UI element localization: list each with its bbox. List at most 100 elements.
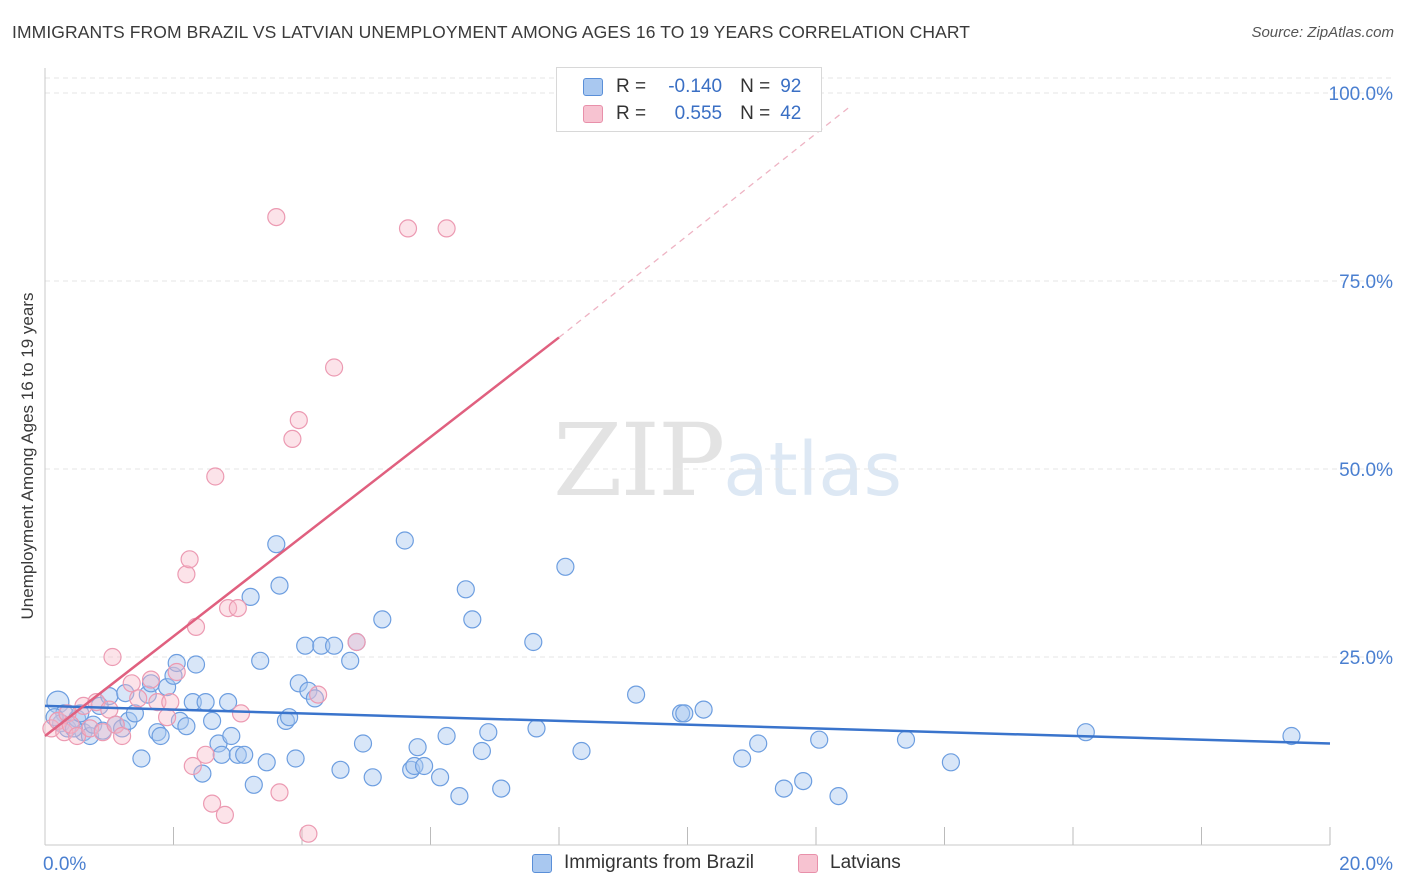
- x-tick-label: 0.0%: [43, 854, 86, 875]
- series-swatch-latvians: [798, 853, 818, 873]
- brazil-point: [408, 738, 427, 757]
- brazil-point: [527, 719, 546, 738]
- brazil-point: [794, 771, 813, 791]
- latvian-point: [228, 598, 247, 618]
- brazil-point: [431, 768, 450, 787]
- latvian-point: [267, 208, 286, 227]
- y-tick-label: 75.0%: [1339, 272, 1393, 293]
- latvian-point: [219, 598, 238, 618]
- brazil-point: [415, 756, 434, 776]
- brazil-point: [280, 708, 299, 727]
- chart-title: IMMIGRANTS FROM BRAZIL VS LATVIAN UNEMPL…: [12, 22, 971, 42]
- y-tick-label: 50.0%: [1339, 460, 1393, 481]
- brazil-point: [405, 756, 424, 776]
- latvian-point: [215, 805, 234, 825]
- latvian-point: [106, 715, 125, 734]
- legend-swatch-brazil: [583, 78, 603, 96]
- brazil-point: [1076, 723, 1095, 742]
- series-legend: Immigrants from Brazil Latvians: [0, 852, 1406, 878]
- brazil-point: [241, 587, 260, 607]
- brazil-point: [286, 749, 305, 768]
- brazil-point: [228, 745, 247, 764]
- latvian-point: [112, 726, 132, 746]
- y-tick-label: 25.0%: [1339, 648, 1393, 669]
- latvian-point: [398, 219, 418, 238]
- latvian-point: [231, 704, 251, 723]
- brazil-point: [810, 730, 829, 749]
- brazil-point: [270, 576, 289, 595]
- latvian-point: [299, 824, 318, 843]
- brazil-point: [158, 677, 177, 697]
- legend-row-brazil: R = -0.140 N = 92: [583, 74, 801, 100]
- legend-n-value-latvians: 42: [780, 103, 802, 124]
- y-tick-label: 100.0%: [1329, 84, 1394, 105]
- brazil-point: [524, 632, 543, 652]
- brazil-point: [829, 786, 848, 806]
- brazil-point: [749, 734, 768, 753]
- brazil-point: [289, 674, 308, 693]
- latvian-point: [206, 467, 225, 486]
- brazil-point: [675, 704, 694, 723]
- brazil-point: [450, 786, 469, 806]
- y-axis-label: Unemployment Among Ages 16 to 19 years: [18, 292, 37, 620]
- source-label: Source: ZipAtlas.com: [1251, 24, 1394, 41]
- brazil-point: [472, 741, 491, 761]
- latvian-point: [103, 647, 122, 667]
- watermark-atlas: atlas: [723, 427, 903, 513]
- brazil-point: [251, 651, 270, 670]
- brazil-point: [244, 775, 263, 794]
- series-legend-brazil: Immigrants from Brazil: [532, 852, 754, 874]
- watermark: ZIPatlas: [553, 402, 902, 519]
- brazil-point: [203, 711, 222, 731]
- legend-r-label: R =: [616, 103, 647, 124]
- brazil-point: [626, 685, 646, 704]
- watermark-zip: ZIP: [553, 402, 725, 519]
- brazil-point: [463, 610, 482, 629]
- brazil-point: [138, 685, 157, 704]
- legend-r-value-brazil: -0.140: [668, 76, 723, 97]
- brazil-point: [353, 734, 373, 753]
- brazil-point: [492, 779, 511, 798]
- latvian-point: [203, 794, 222, 813]
- brazil-point: [896, 730, 916, 749]
- series-legend-label-brazil: Immigrants from Brazil: [564, 852, 755, 873]
- latvian-point: [180, 550, 199, 569]
- brazil-point: [222, 726, 241, 746]
- legend-swatch-latvians: [583, 105, 603, 123]
- latvian-point: [270, 783, 289, 802]
- latvian-point: [161, 692, 180, 712]
- brazil-point: [556, 557, 575, 576]
- brazil-point: [312, 636, 331, 655]
- brazil-point: [193, 764, 212, 783]
- brazil-point: [296, 636, 315, 655]
- brazil-point: [186, 655, 206, 674]
- latvian-point: [122, 674, 141, 693]
- legend-row-latvians: R = 0.555 N = 42: [583, 101, 801, 127]
- brazil-point: [235, 745, 254, 764]
- brazil-point: [212, 745, 231, 764]
- brazil-point: [774, 779, 794, 798]
- correlation-legend: R = -0.140 N = 92 R = 0.555 N = 42: [556, 67, 822, 132]
- brazil-point: [363, 768, 382, 787]
- latvian-point: [183, 756, 202, 776]
- legend-n-value-brazil: 92: [780, 76, 802, 97]
- latvian-point: [309, 685, 328, 704]
- brazil-point: [257, 753, 276, 772]
- legend-r-value-latvians: 0.555: [674, 103, 723, 124]
- brazil-point: [132, 749, 151, 768]
- brazil-point: [341, 651, 360, 670]
- x-tick-label: 20.0%: [1339, 854, 1393, 875]
- brazil-point: [395, 531, 414, 550]
- brazil-point: [941, 753, 961, 772]
- brazil-point: [694, 700, 713, 719]
- legend-n-label: N =: [740, 76, 771, 97]
- latvian-point: [100, 700, 119, 719]
- brazil-point: [437, 726, 456, 746]
- brazil-point: [299, 681, 318, 700]
- brazil-point: [732, 749, 752, 768]
- brazil-point: [331, 760, 350, 779]
- series-swatch-brazil: [532, 853, 552, 873]
- latvian-point: [347, 632, 366, 652]
- latvian-point: [283, 429, 302, 448]
